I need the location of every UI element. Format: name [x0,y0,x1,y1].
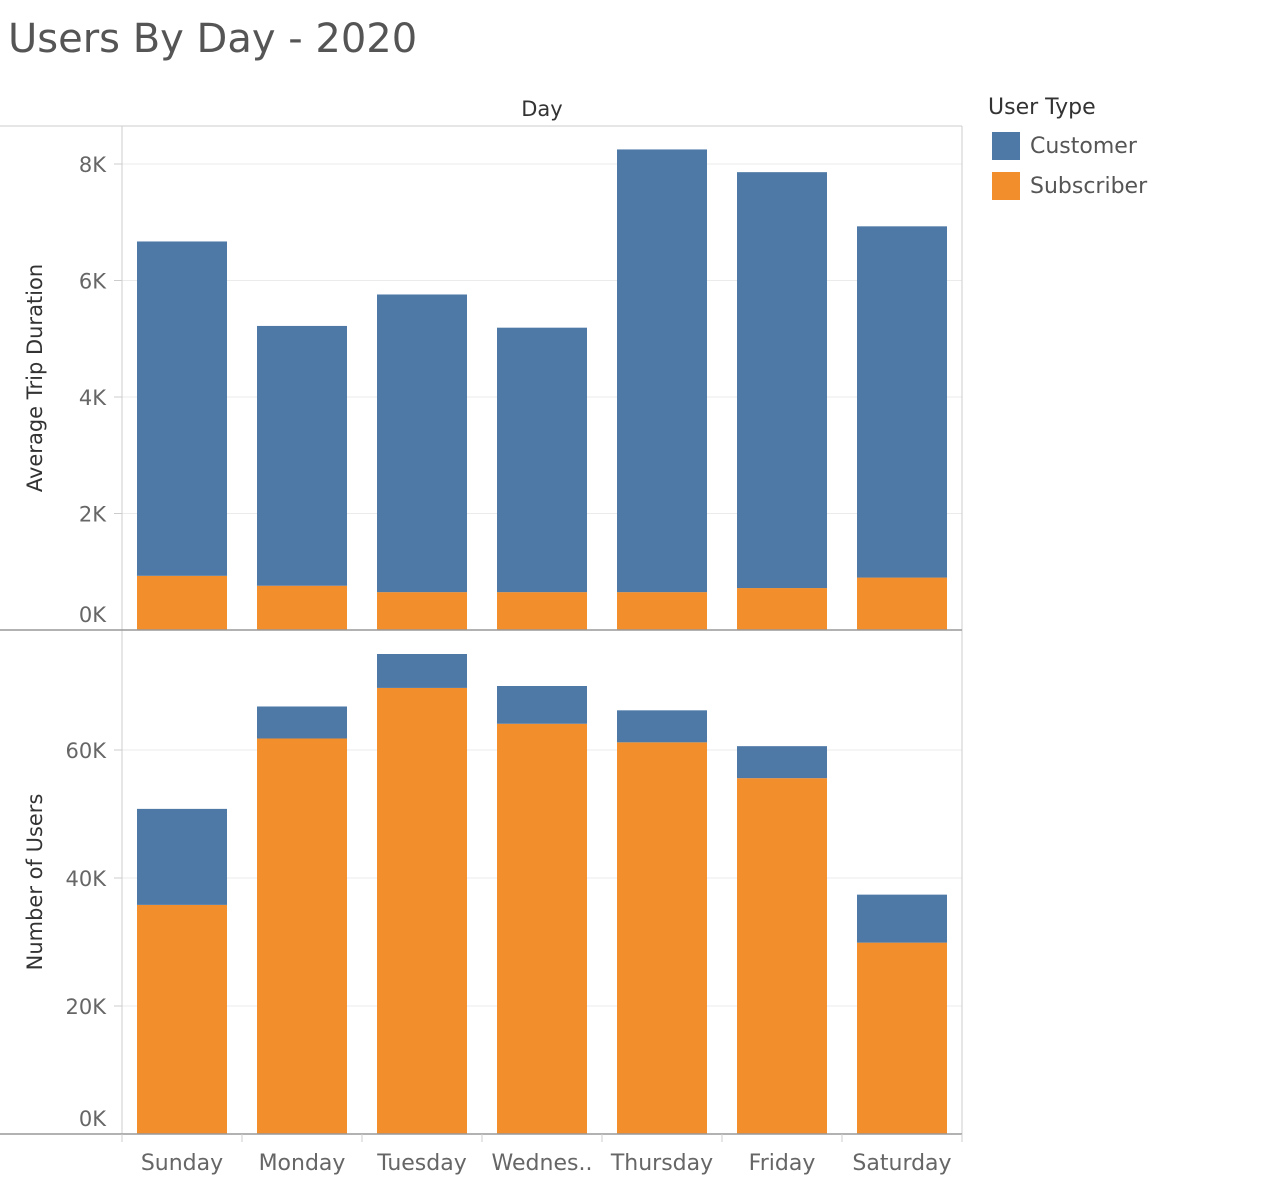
y-tick-label: 6K [79,270,107,294]
bar-subscriber [257,585,347,630]
chart-title: Users By Day - 2020 [8,16,418,62]
bar-customer [497,686,587,724]
legend-swatch-customer [992,132,1020,160]
bar-subscriber [857,942,947,1134]
column-header: Day [521,97,562,121]
legend-label-customer: Customer [1030,133,1137,159]
bar-customer [737,172,827,589]
legend-item-customer[interactable]: Customer [988,126,1147,166]
bar-customer [497,327,587,593]
y-tick-label: 0K [79,1107,107,1131]
y-axis-label: Average Trip Duration [23,264,47,492]
bar-subscriber [257,738,347,1134]
x-tick-label: Sunday [141,1151,223,1176]
bar-subscriber [617,592,707,630]
legend-swatch-subscriber [992,172,1020,200]
x-tick-label: Monday [259,1151,346,1176]
bar-subscriber [377,592,467,630]
bar-subscriber [497,723,587,1134]
bar-subscriber [137,575,227,630]
bar-subscriber [497,592,587,630]
legend-title: User Type [988,95,1096,120]
bar-subscriber [737,588,827,630]
bar-customer [857,894,947,943]
bar-customer [257,706,347,739]
x-tick-label: Saturday [852,1151,951,1176]
bar-subscriber [857,577,947,630]
y-tick-label: 2K [79,503,107,527]
bar-customer [617,149,707,593]
x-tick-label: Wednes.. [492,1151,593,1176]
bar-customer [137,241,227,576]
bar-customer [737,746,827,779]
legend: User Type Customer Subscriber [988,95,1147,206]
y-axis-label: Number of Users [23,794,47,971]
x-tick-label: Friday [749,1151,816,1176]
legend-label-subscriber: Subscriber [1030,173,1148,199]
bar-customer [377,654,467,688]
bar-subscriber [377,687,467,1134]
bar-subscriber [137,904,227,1134]
bar-customer [617,710,707,743]
bar-subscriber [617,742,707,1134]
x-tick-label: Thursday [610,1151,713,1176]
y-tick-label: 8K [79,153,107,177]
y-tick-label: 20K [66,995,108,1019]
legend-item-subscriber[interactable]: Subscriber [988,166,1147,206]
y-tick-label: 60K [66,739,108,763]
x-tick-label: Tuesday [376,1151,467,1176]
bar-customer [377,294,467,593]
bar-subscriber [737,778,827,1134]
bar-customer [857,226,947,578]
y-tick-label: 40K [66,867,108,891]
y-tick-label: 4K [79,386,107,410]
y-tick-label: 0K [79,603,107,627]
bar-customer [257,325,347,586]
bar-customer [137,808,227,905]
